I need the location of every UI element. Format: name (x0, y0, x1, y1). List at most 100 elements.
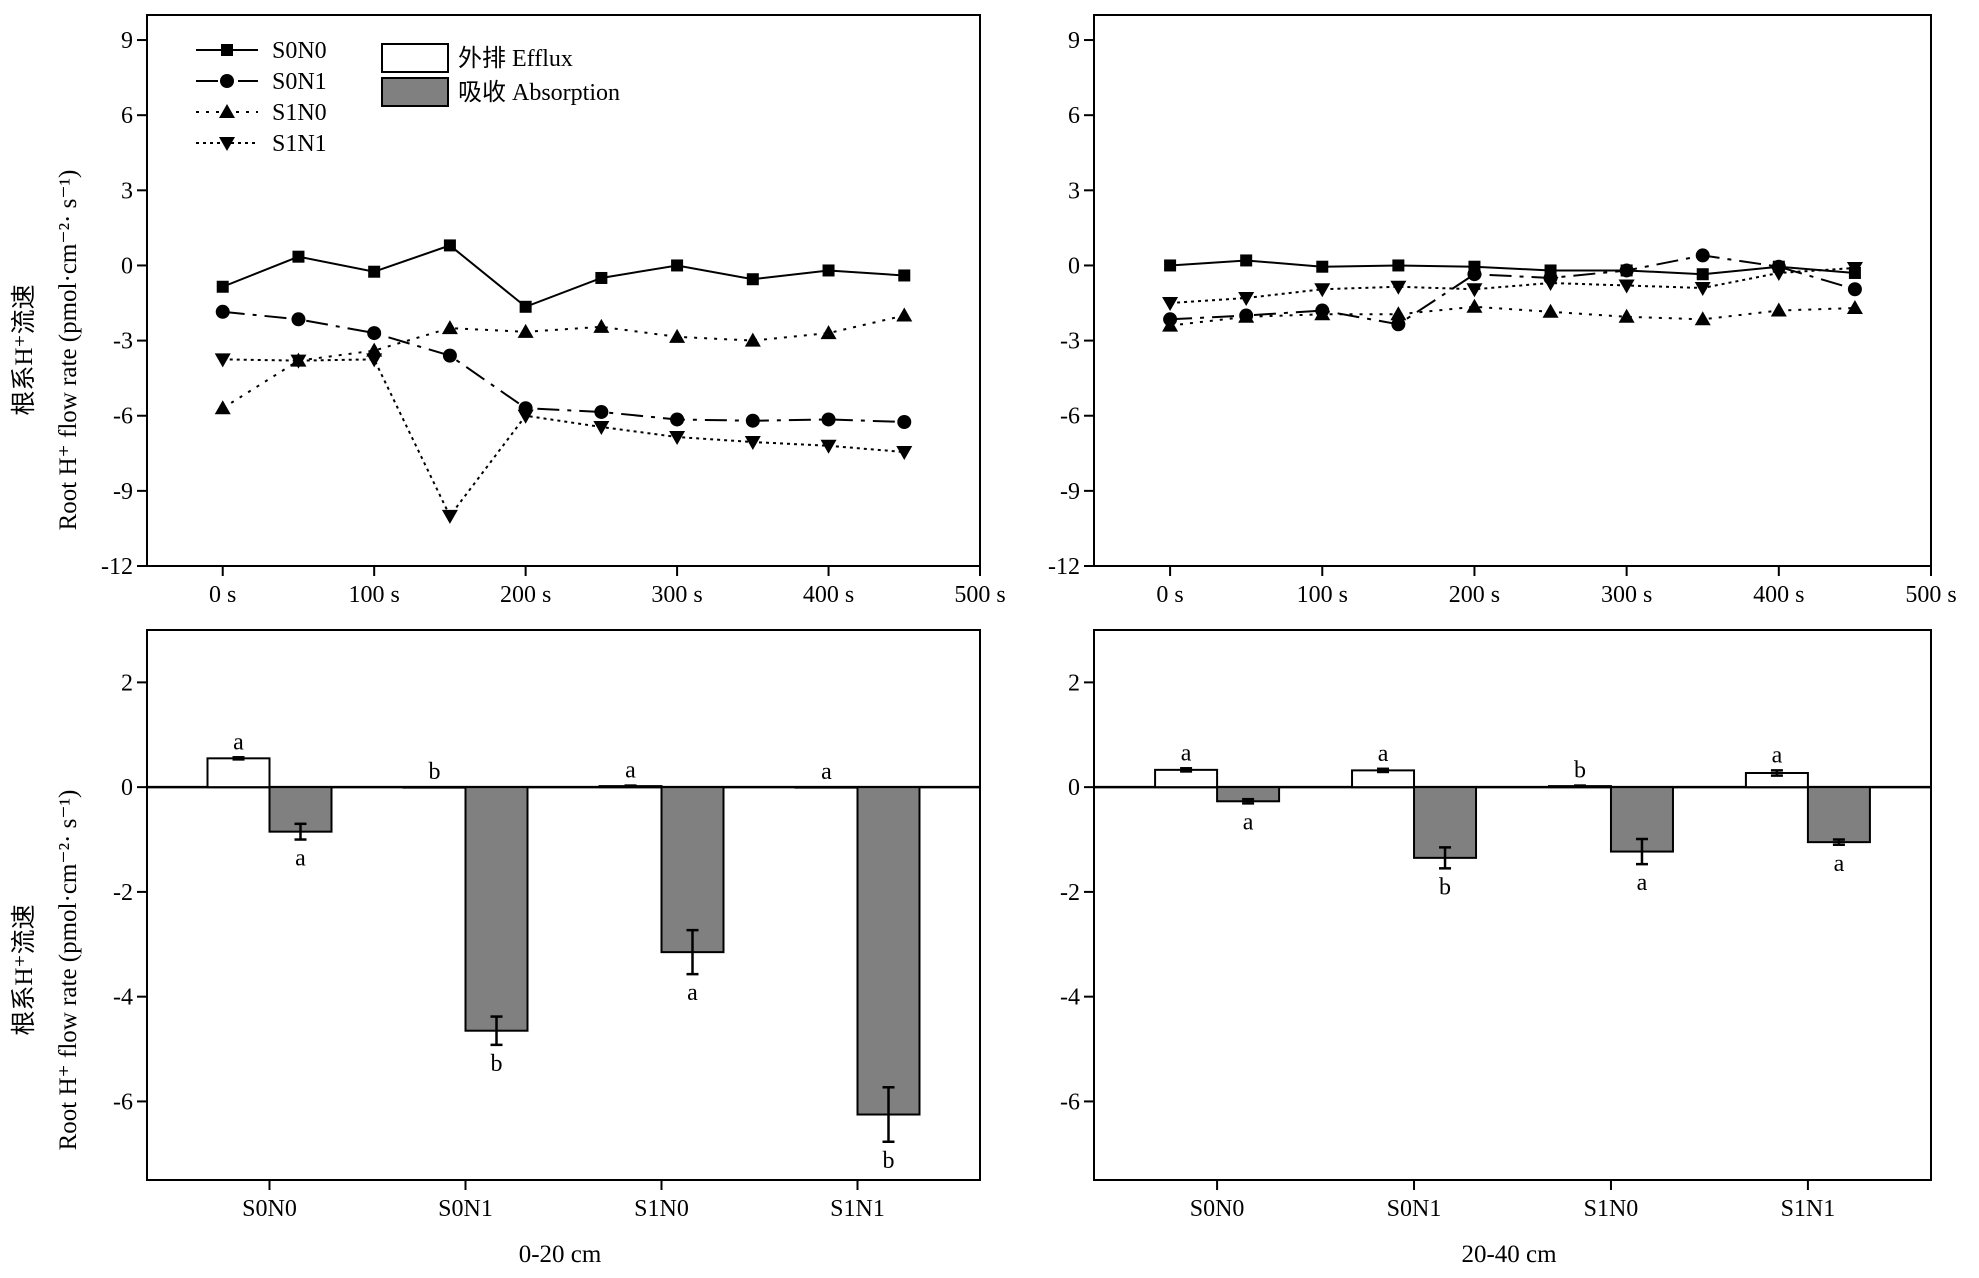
legend-marker-S0N0 (221, 44, 233, 56)
category-label: S0N0 (242, 1196, 297, 1222)
series-line-S0N0 (1170, 259, 1855, 276)
data-point-S0N0 (368, 265, 381, 278)
data-point-S1N1 (1162, 297, 1179, 312)
significance-letter: b (429, 759, 441, 785)
data-point-S1N0 (1694, 311, 1711, 326)
legend-marker-S1N1 (219, 137, 235, 151)
data-point-S1N1 (517, 409, 534, 424)
significance-letter: b (883, 1148, 895, 1174)
data-point-S1N0 (441, 320, 458, 335)
data-point-S1N1 (1466, 283, 1483, 298)
efflux-bar-S1N1 (794, 786, 859, 789)
data-point-S1N0 (1314, 306, 1331, 321)
x-tick-label: 0 s (209, 582, 236, 608)
data-point-S1N1 (1770, 266, 1787, 281)
data-point-S0N1 (821, 412, 836, 427)
legend-line-items: S0N0 S0N1 S1N0 S1N1 (196, 38, 327, 157)
data-point-S1N0 (1162, 317, 1179, 332)
data-point-S0N1 (1619, 263, 1634, 278)
y-tick-label: 0 (121, 253, 133, 279)
category-label: S1N1 (830, 1196, 885, 1222)
y-tick-label: 2 (121, 670, 133, 696)
data-point-S1N0 (1390, 306, 1407, 321)
data-point-S1N0 (1770, 302, 1787, 317)
y-tick-label: -6 (113, 1089, 133, 1115)
absorption-bar-S1N0 (660, 786, 725, 954)
ylabel-bottom-zh: 根系H⁺流速 (10, 904, 38, 1035)
data-point-S1N0 (1466, 298, 1483, 313)
x-tick-label: 200 s (1449, 582, 1500, 608)
legend-label-S1N1: S1N1 (272, 131, 327, 157)
ylabel-top-en: Root H⁺ flow rate (pmol·cm⁻²· s⁻¹) (55, 170, 82, 531)
significance-letter: a (1834, 851, 1845, 877)
significance-letter: a (625, 758, 636, 784)
data-point-S1N1 (1238, 292, 1255, 307)
panel-bottom-left: 2 0 -2 -4 -6 S0N0 a a S0N1 b b S1N0 a a S1N1 a b (113, 629, 981, 1222)
absorption-bar-S0N1 (464, 786, 529, 1032)
data-point-S1N0 (744, 332, 761, 347)
y-tick-label: -4 (113, 985, 133, 1011)
x-tick-label: 100 s (349, 582, 400, 608)
data-point-S0N0 (443, 239, 456, 252)
data-point-S1N1 (669, 431, 686, 446)
y-tick-label: 9 (121, 28, 133, 54)
efflux-bar-S0N1 (402, 786, 467, 789)
y-tick-label: 3 (1068, 178, 1080, 204)
depth-label-0-20: 0-20 cm (519, 1241, 602, 1268)
x-tick-label: 400 s (803, 582, 854, 608)
category-label: S1N0 (1584, 1196, 1639, 1222)
series-line-S0N1 (222, 310, 905, 423)
significance-letter: a (1772, 742, 1783, 768)
legend-efflux-swatch (381, 43, 449, 73)
legend-marker-S0N1 (220, 74, 234, 88)
x-tick-label: 500 s (1905, 582, 1956, 608)
x-tick-label: 300 s (1601, 582, 1652, 608)
data-point-S0N1 (291, 312, 306, 327)
legend-label-S0N0: S0N0 (272, 38, 327, 64)
category-label: S0N1 (438, 1196, 493, 1222)
data-point-S0N1 (215, 304, 230, 319)
x-tick-label: 0 s (1156, 582, 1183, 608)
data-point-S1N1 (1314, 283, 1331, 298)
y-tick-label: 6 (121, 103, 133, 129)
category-label: S0N1 (1387, 1196, 1442, 1222)
y-tick-label: -12 (101, 554, 133, 580)
y-tick-label: -6 (113, 404, 133, 430)
y-tick-label: -9 (113, 479, 133, 505)
data-point-S1N1 (366, 353, 383, 368)
legend-efflux-label: 外排 Efflux (458, 45, 573, 72)
data-point-S1N1 (214, 353, 231, 368)
data-point-S0N0 (1164, 259, 1177, 272)
data-point-S1N0 (214, 400, 231, 415)
y-tick-label: 6 (1068, 103, 1080, 129)
data-point-S0N0 (746, 273, 759, 286)
y-tick-label: -12 (1048, 554, 1080, 580)
y-tick-label: -3 (113, 329, 133, 355)
y-tick-label: 0 (1068, 253, 1080, 279)
y-tick-label: -2 (113, 880, 133, 906)
plot-frame (146, 629, 981, 1181)
x-tick-label: 300 s (651, 582, 702, 608)
ylabel-top-zh: 根系H⁺流速 (10, 284, 38, 415)
data-point-S1N1 (1542, 276, 1559, 291)
data-point-S1N0 (896, 307, 913, 322)
category-label: S1N1 (1781, 1196, 1836, 1222)
y-tick-label: -6 (1060, 1089, 1080, 1115)
significance-letter: a (233, 729, 244, 755)
y-tick-label: -2 (1060, 880, 1080, 906)
data-point-S1N1 (820, 439, 837, 454)
significance-letter: a (687, 980, 698, 1006)
data-point-S0N1 (1847, 282, 1862, 297)
category-label: S1N0 (634, 1196, 689, 1222)
ylabel-bottom: 根系H⁺流速 Root H⁺ flow rate (pmol·cm⁻²· s⁻¹… (10, 790, 82, 1151)
significance-letter: b (491, 1051, 503, 1077)
panel-top-right: 9 6 3 0 -3 -6 -9 -12 0 s 100 s 200 s 300 s 400 s 500 … (1048, 14, 1957, 608)
data-point-S1N0 (1542, 303, 1559, 318)
data-point-S0N0 (822, 264, 835, 277)
data-point-S0N1 (367, 326, 382, 341)
data-point-S0N0 (898, 269, 911, 282)
legend-absorption-swatch (381, 77, 449, 107)
panel-bottom-right: 2 0 -2 -4 -6 S0N0 a a S0N1 a b S1N0 b a S1N1 a a (1060, 629, 1932, 1222)
data-point-S1N0 (820, 325, 837, 340)
data-point-S1N1 (1390, 280, 1407, 295)
